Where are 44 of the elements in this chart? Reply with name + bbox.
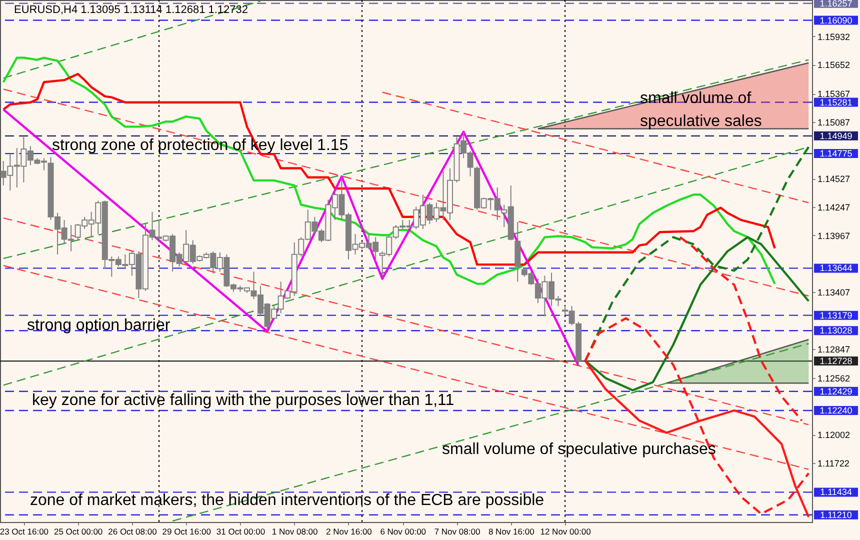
x-tick-label: 25 Oct 00:00: [54, 526, 103, 536]
x-tick-label: 12 Nov 00:00: [540, 526, 592, 536]
x-tick-label: 29 Oct 16:00: [162, 526, 212, 536]
ref-line-label: 1.15281: [820, 97, 852, 108]
x-tick-label: 7 Nov 08:00: [434, 526, 480, 536]
x-tick-label: 8 Nov 16:00: [488, 526, 535, 536]
annotation: small volume of speculative purchases: [442, 441, 716, 458]
y-tick-label: 1.12562: [818, 373, 850, 384]
x-tick-label: 23 Oct 16:00: [0, 526, 49, 536]
line-series: [678, 236, 803, 422]
ref-line-label: 1.13644: [820, 263, 852, 274]
ref-line-label: 1.16090: [820, 15, 852, 26]
annotation: key zone for active falling with the purposes lower than 1,11: [32, 392, 454, 409]
ref-line-label: 1.12429: [820, 386, 852, 396]
x-tick-label: 6 Nov 00:00: [380, 526, 426, 536]
ref-line-label: 1.14949: [820, 130, 852, 141]
annotation: zone of market makers; the hidden interventions of the ECB are possible: [30, 492, 544, 509]
y-tick-label: 1.15652: [818, 60, 850, 70]
ref-line-label: 1.12728: [820, 356, 852, 366]
y-tick-label: 1.15932: [818, 32, 850, 42]
x-tick-label: 1 Nov 08:00: [272, 526, 318, 536]
y-tick-label: 1.13967: [818, 230, 850, 241]
y-tick-label: 1.12002: [818, 430, 850, 440]
x-tick-label: 31 Oct 00:00: [216, 526, 266, 536]
x-tick-label: 2 Nov 16:00: [326, 526, 372, 536]
line-series: [2, 56, 776, 285]
y-tick-label: 1.14247: [818, 202, 850, 213]
ref-line-label: 1.16257: [820, 0, 852, 8]
y-tick-label: 1.14527: [818, 174, 850, 184]
ref-line-label: 1.11210: [820, 510, 852, 520]
ref-line-label: 1.14775: [820, 148, 852, 159]
ref-line-label: 1.12240: [820, 406, 852, 416]
chart-title: EURUSD,H4 1.13095 1.13114 1.12681 1.12732: [14, 4, 248, 16]
y-tick-label: 1.15367: [818, 89, 850, 100]
ref-line-label: 1.11434: [820, 487, 852, 498]
y-tick-label: 1.13407: [818, 288, 850, 298]
line-series: [2, 108, 580, 368]
ref-line-label: 1.13179: [820, 310, 852, 320]
ref-line-label: 1.13028: [820, 326, 852, 336]
y-tick-label: 1.11722: [818, 458, 850, 469]
y-tick-label: 1.12847: [818, 344, 850, 354]
annotation: strong option barrier: [27, 317, 171, 334]
y-tick-label: 1.15087: [818, 117, 850, 128]
x-tick-label: 26 Oct 08:00: [108, 526, 158, 536]
